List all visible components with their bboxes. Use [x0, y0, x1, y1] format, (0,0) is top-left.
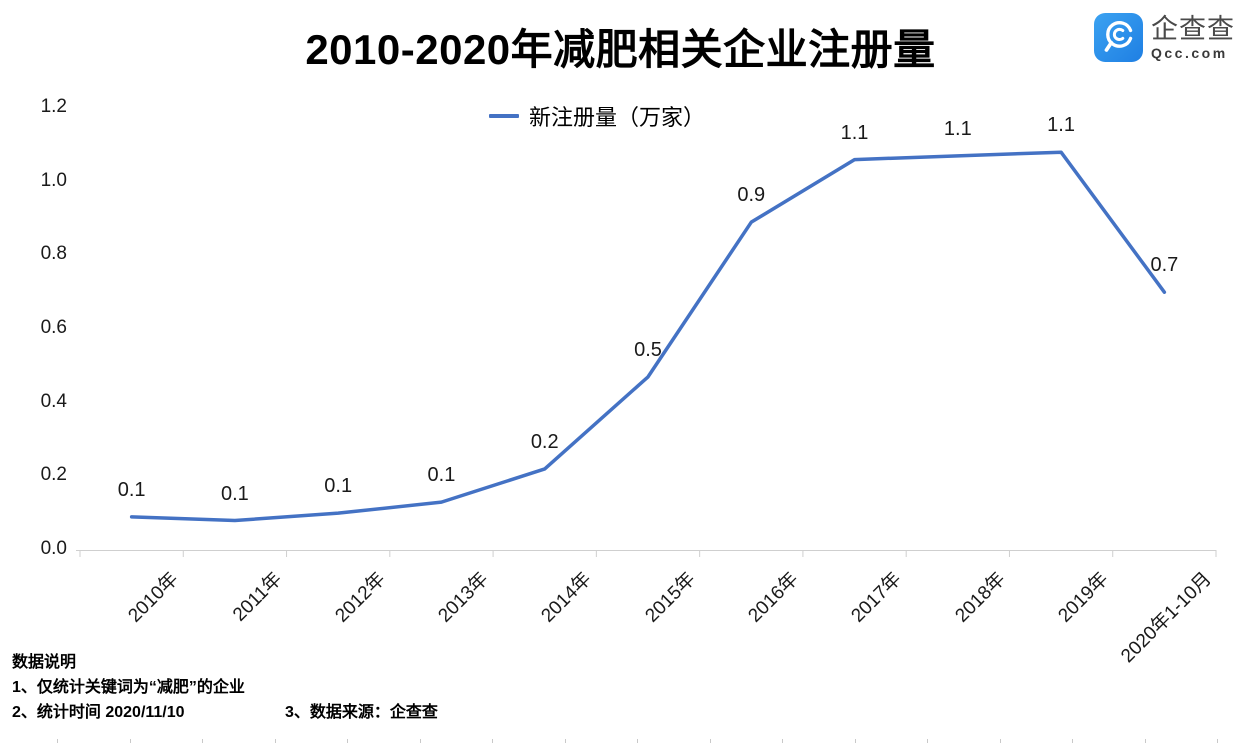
y-axis-label: 0.0 — [40, 538, 67, 559]
data-label: 0.1 — [221, 482, 249, 505]
bottom-ruler-tick — [637, 739, 638, 743]
data-label: 0.1 — [427, 464, 456, 487]
bottom-ruler-tick — [855, 739, 856, 743]
qcc-logo: 企查查 Qcc.com — [1094, 13, 1235, 62]
bottom-ruler-tick — [927, 739, 928, 743]
bottom-ruler-tick — [565, 739, 566, 743]
data-label: 1.1 — [1047, 114, 1075, 137]
bottom-ruler-tick — [782, 739, 783, 743]
qcc-logo-icon — [1094, 13, 1143, 62]
bottom-ruler-tick — [1217, 739, 1218, 743]
notes-heading: 数据说明 — [12, 654, 77, 671]
data-label: 1.1 — [943, 117, 972, 140]
bottom-ruler-tick — [1145, 739, 1146, 743]
note-stat-time: 2、统计时间 2020/11/10 — [12, 704, 185, 721]
y-axis-label: 0.8 — [40, 243, 67, 265]
qcc-logo-text: 企查查 Qcc.com — [1151, 13, 1235, 61]
bottom-ruler-tick — [492, 739, 493, 743]
data-label: 1.1 — [840, 121, 869, 144]
bottom-ruler-tick — [57, 739, 58, 743]
bottom-ruler-tick — [347, 739, 348, 743]
data-label: 0.2 — [530, 430, 559, 453]
logo-company-name: 企查查 — [1151, 13, 1235, 44]
note-line-1: 1、仅统计关键词为“减肥”的企业 — [12, 679, 245, 696]
bottom-ruler-tick — [710, 739, 711, 743]
y-axis-label: 1.0 — [40, 169, 67, 191]
data-notes: 数据说明 1、仅统计关键词为“减肥”的企业 2、统计时间 2020/11/10 3… — [12, 650, 438, 725]
data-label: 0.9 — [737, 184, 766, 207]
data-label: 0.1 — [324, 475, 353, 498]
y-axis-label: 0.2 — [40, 464, 67, 486]
bottom-ruler-tick — [1000, 739, 1001, 743]
registrations-line-series — [129, 150, 1167, 523]
y-axis-label: 0.4 — [40, 390, 67, 412]
bottom-ruler-tick — [130, 739, 131, 743]
chart-title: 2010-2020年减肥相关企业注册量 — [305, 26, 936, 73]
bottom-ruler-tick — [202, 739, 203, 743]
logo-domain: Qcc.com — [1151, 44, 1228, 61]
bottom-ruler-tick — [1072, 739, 1073, 743]
bottom-ruler-tick — [275, 739, 276, 743]
note-data-source: 3、数据来源：企查查 — [285, 704, 438, 721]
data-label: 0.1 — [117, 478, 146, 501]
data-label: 0.5 — [634, 338, 662, 361]
legend-line-marker — [488, 114, 519, 118]
legend-label: 新注册量（万家） — [528, 105, 705, 130]
chart-legend: 新注册量（万家） — [0, 100, 1194, 132]
bottom-ruler-tick — [420, 739, 421, 743]
data-label: 0.7 — [1150, 254, 1179, 277]
note-line-2: 2、统计时间 2020/11/10 3、数据来源：企查查 — [12, 700, 438, 725]
y-axis-label: 1.2 — [40, 96, 67, 117]
y-axis-label: 0.6 — [40, 317, 67, 338]
